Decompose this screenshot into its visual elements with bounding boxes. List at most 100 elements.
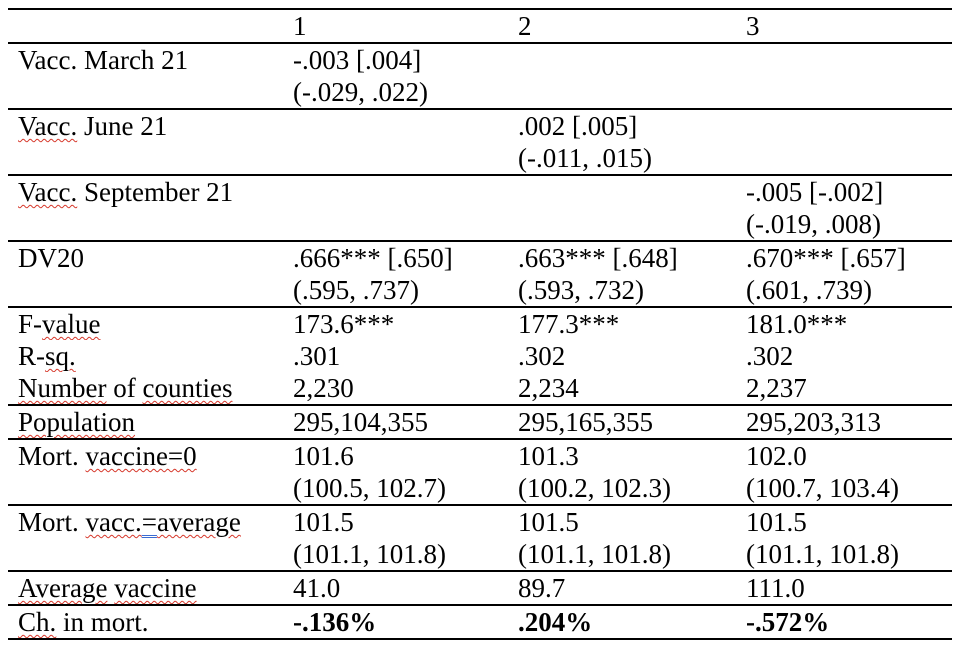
- table-row: Population 295,104,355 295,165,355 295,2…: [8, 405, 952, 439]
- cell-dv20-col2: .663*** [.648] (.593, .732): [510, 241, 738, 307]
- estimate-line: 101.5: [746, 507, 807, 537]
- cell-r-sq-col2: .302: [518, 341, 566, 371]
- row-group-vacc-september: Vacc. September 21 -.005 [-.002] (-.019, …: [8, 175, 952, 241]
- cell-avg-vaccine-col3: 111.0: [746, 573, 805, 603]
- cell-empty: [738, 43, 952, 109]
- cell-mort-avg-col3: 101.5 (101.1, 101.8): [738, 505, 952, 571]
- ci-line: (101.1, 101.8): [518, 539, 671, 569]
- row-label-vacc-march-21: Vacc. March 21: [8, 43, 285, 109]
- ci-line: (100.5, 102.7): [293, 473, 446, 503]
- cell-mort-avg-col2: 101.5 (101.1, 101.8): [510, 505, 738, 571]
- cell-avg-vaccine-col1: 41.0: [293, 573, 341, 603]
- estimate-line: 102.0: [746, 441, 807, 471]
- cell-mort-vaccine0-col2: 101.3 (100.2, 102.3): [510, 439, 738, 505]
- label-text: R-: [18, 341, 45, 371]
- cell-dv20-col3: .670*** [.657] (.601, .739): [738, 241, 952, 307]
- misspelled-word: Vacc.: [18, 177, 78, 207]
- row-label-dv20: DV20: [8, 241, 285, 307]
- misspelled-word: Average: [18, 573, 108, 603]
- label-text: Mort.: [18, 441, 86, 471]
- row-label-vacc-september-21: Vacc. September 21: [8, 175, 285, 241]
- estimate-line: .666*** [.650]: [293, 243, 453, 273]
- table-row: Mort. vacc.=average 101.5 (101.1, 101.8) …: [8, 505, 952, 571]
- row-group-mort-vacc-average: Mort. vacc.=average 101.5 (101.1, 101.8) …: [8, 505, 952, 571]
- cell-mort-vaccine0-col1: 101.6 (100.5, 102.7): [285, 439, 510, 505]
- misspelled-word: sq.: [45, 341, 76, 371]
- cell-vacc-september-col3: -.005 [-.002] (-.019, .008): [738, 175, 952, 241]
- cell-counties-col2: 2,234: [518, 373, 579, 403]
- label-text: Mort.: [18, 507, 86, 537]
- table-row: F-value 173.6*** 177.3*** 181.0***: [8, 307, 952, 340]
- regression-results-table: 1 2 3 Vacc. March 21 -.003 [.004] (-.029,…: [8, 8, 952, 640]
- cell-dv20-col1: .666*** [.650] (.595, .737): [285, 241, 510, 307]
- cell-population-col1: 295,104,355: [293, 407, 428, 437]
- label-text: in mort.: [56, 607, 149, 637]
- cell-mort-avg-col1: 101.5 (101.1, 101.8): [285, 505, 510, 571]
- estimate-line: .663*** [.648]: [518, 243, 678, 273]
- grammar-flagged-text: =: [141, 507, 157, 537]
- cell-ch-mort-col3: -.572%: [746, 607, 830, 637]
- column-header-3: 3: [746, 11, 760, 41]
- cell-empty: [510, 175, 738, 241]
- table-row: DV20 .666*** [.650] (.595, .737) .663*** …: [8, 241, 952, 307]
- ci-line: (100.2, 102.3): [518, 473, 671, 503]
- estimate-line: -.003 [.004]: [293, 45, 422, 75]
- header-empty-cell: [8, 9, 285, 43]
- row-group-dv20: DV20 .666*** [.650] (.595, .737) .663*** …: [8, 241, 952, 307]
- label-text: Vacc. March 21: [18, 45, 189, 75]
- row-label-mort-vacc-average: Mort. vacc.=average: [8, 505, 285, 571]
- cell-empty: [510, 43, 738, 109]
- misspelled-word: counties: [142, 373, 233, 403]
- cell-f-value-col2: 177.3***: [518, 309, 620, 339]
- row-label-population: Population: [8, 405, 285, 439]
- row-group-ch-in-mort: Ch. in mort. -.136% .204% -.572%: [8, 605, 952, 639]
- label-text: DV20: [18, 243, 84, 273]
- cell-vacc-march-col1: -.003 [.004] (-.029, .022): [285, 43, 510, 109]
- misspelled-word: average: [156, 507, 241, 537]
- row-group-mort-vaccine0: Mort. vaccine=0 101.6 (100.5, 102.7) 101.…: [8, 439, 952, 505]
- estimate-line: .002 [.005]: [518, 111, 638, 141]
- label-text: September 21: [77, 177, 234, 207]
- label-text: of: [106, 373, 143, 403]
- row-label-f-value: F-value: [8, 307, 285, 340]
- label-text: F-: [18, 309, 43, 339]
- row-group-vacc-march: Vacc. March 21 -.003 [.004] (-.029, .022): [8, 43, 952, 109]
- cell-counties-col3: 2,237: [746, 373, 807, 403]
- table-row: Vacc. March 21 -.003 [.004] (-.029, .022): [8, 43, 952, 109]
- cell-f-value-col3: 181.0***: [746, 309, 848, 339]
- table-row: Mort. vaccine=0 101.6 (100.5, 102.7) 101.…: [8, 439, 952, 505]
- label-text: June 21: [77, 111, 168, 141]
- misspelled-word: value: [42, 309, 101, 339]
- ci-line: (101.1, 101.8): [746, 539, 899, 569]
- cell-counties-col1: 2,230: [293, 373, 354, 403]
- row-label-average-vaccine: Average vaccine: [8, 571, 285, 605]
- estimate-line: 101.5: [518, 507, 579, 537]
- cell-ch-mort-col2: .204%: [518, 607, 593, 637]
- header-row: 1 2 3: [8, 9, 952, 43]
- misspelled-word: Vacc.: [18, 111, 78, 141]
- row-label-number-of-counties: Number of counties: [8, 372, 285, 405]
- misspelled-word: Population: [18, 407, 136, 437]
- cell-avg-vaccine-col2: 89.7: [518, 573, 566, 603]
- row-group-vacc-june: Vacc. June 21 .002 [.005] (-.011, .015): [8, 109, 952, 175]
- cell-population-col2: 295,165,355: [518, 407, 653, 437]
- column-header-1: 1: [293, 11, 307, 41]
- row-group-population: Population 295,104,355 295,165,355 295,2…: [8, 405, 952, 439]
- ci-line: (.601, .739): [746, 275, 872, 305]
- misspelled-word: Number: [18, 373, 107, 403]
- cell-empty: [738, 109, 952, 175]
- table-row: R-sq. .301 .302 .302: [8, 340, 952, 372]
- ci-line: (.593, .732): [518, 275, 644, 305]
- table-row: Vacc. September 21 -.005 [-.002] (-.019, …: [8, 175, 952, 241]
- ci-line: (-.019, .008): [746, 209, 881, 239]
- cell-ch-mort-col1: -.136%: [293, 607, 377, 637]
- misspelled-word: Ch.: [18, 607, 57, 637]
- estimate-line: 101.6: [293, 441, 354, 471]
- column-header-2: 2: [518, 11, 532, 41]
- table-row: Vacc. June 21 .002 [.005] (-.011, .015): [8, 109, 952, 175]
- estimate-line: .670*** [.657]: [746, 243, 906, 273]
- table-row: Average vaccine 41.0 89.7 111.0: [8, 571, 952, 605]
- row-label-r-sq: R-sq.: [8, 340, 285, 372]
- cell-empty: [285, 109, 510, 175]
- cell-vacc-june-col2: .002 [.005] (-.011, .015): [510, 109, 738, 175]
